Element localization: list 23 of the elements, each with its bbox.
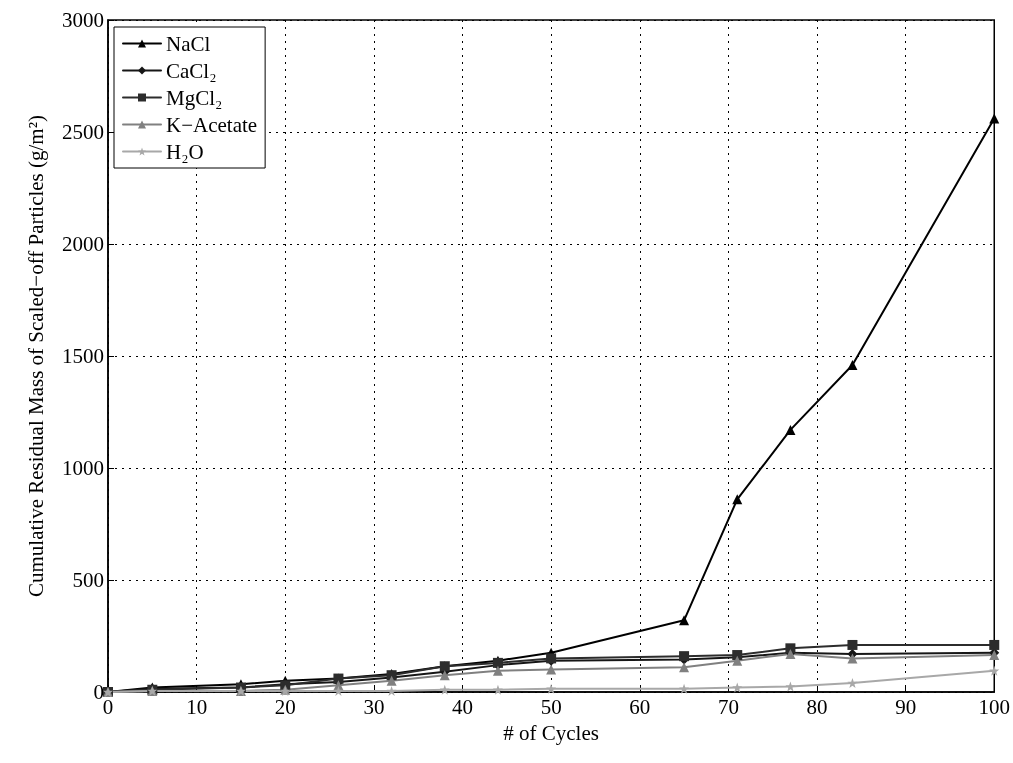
y-axis-title: Cumulative Residual Mass of Scaled−off Particles (g/m²) xyxy=(23,115,48,597)
y-tick-label: 3000 xyxy=(62,8,104,32)
y-tick-label: 2000 xyxy=(62,232,104,256)
y-tick-label: 1000 xyxy=(62,456,104,480)
x-tick-label: 20 xyxy=(274,694,296,719)
legend-label: NaCl xyxy=(166,31,211,56)
legend-label: CaCl₂ xyxy=(166,58,217,83)
x-tick-label: 10 xyxy=(186,694,208,719)
legend-label: H₂O xyxy=(166,139,204,164)
x-tick-label: 100 xyxy=(978,694,1010,719)
legend-label: MgCl₂ xyxy=(166,85,223,110)
x-tick-label: 70 xyxy=(717,694,739,719)
x-tick-label: 90 xyxy=(895,694,917,719)
legend-label: K−Acetate xyxy=(166,112,258,137)
y-tick-label: 1500 xyxy=(62,344,104,368)
x-tick-label: 40 xyxy=(452,694,473,719)
y-tick-label: 500 xyxy=(72,568,104,592)
x-tick-label: 60 xyxy=(629,694,651,719)
x-tick-label: 80 xyxy=(806,694,828,719)
x-tick-label: 50 xyxy=(540,694,562,719)
x-tick-label: 30 xyxy=(363,694,385,719)
x-axis-title: # of Cycles xyxy=(503,720,599,745)
y-tick-label: 2500 xyxy=(62,120,104,144)
